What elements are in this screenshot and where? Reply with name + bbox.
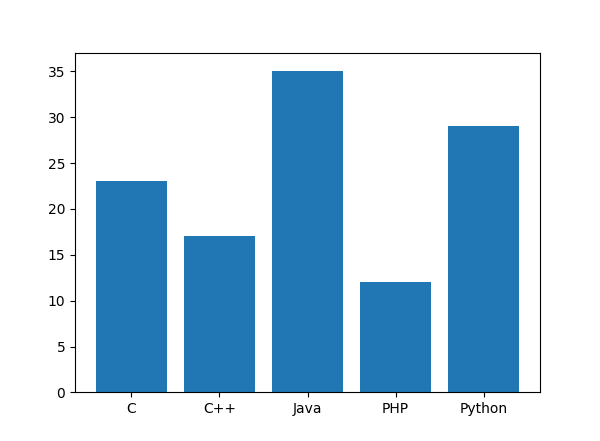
Bar [448,126,519,392]
Bar [96,181,167,392]
Bar [361,282,431,392]
Bar [184,236,254,392]
Bar [272,71,343,392]
